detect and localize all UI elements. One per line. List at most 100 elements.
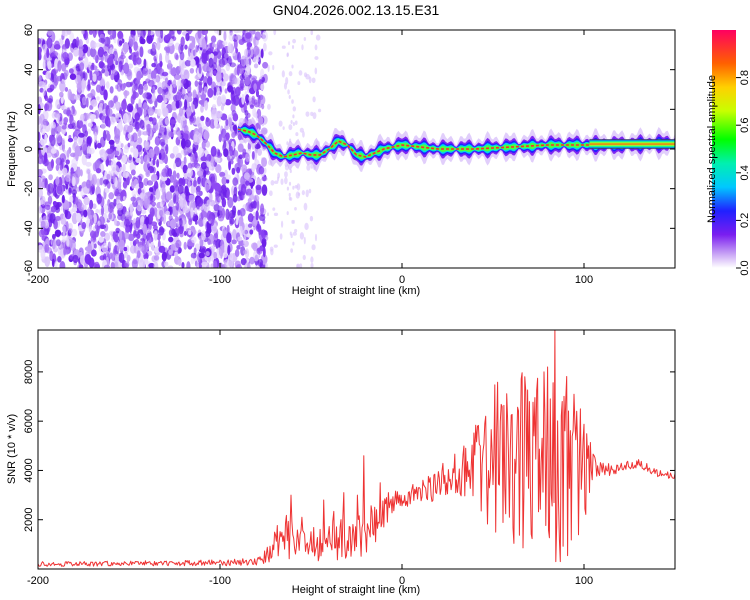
noise-blob — [156, 94, 163, 103]
noise-blob — [130, 196, 137, 202]
noise-blob — [225, 132, 230, 141]
noise-blob — [153, 255, 160, 261]
noise-blob — [187, 56, 192, 61]
noise-blob — [68, 228, 73, 234]
noise-blob — [256, 247, 263, 255]
noise-blob — [157, 87, 163, 95]
noise-blob — [100, 122, 106, 130]
noise-blob — [180, 79, 186, 85]
snr-y-axis-label: SNR (10 * v/v) — [6, 414, 18, 484]
noise-blob — [233, 30, 240, 34]
noise-blob — [240, 258, 247, 266]
noise-blob — [201, 38, 206, 49]
noise-blob — [235, 86, 241, 97]
sparse-blob — [280, 220, 284, 228]
noise-blob — [251, 187, 255, 195]
noise-blob — [241, 164, 248, 173]
noise-blob — [153, 246, 160, 254]
noise-blob — [44, 94, 49, 102]
noise-blob — [148, 116, 153, 122]
noise-blob — [106, 133, 111, 142]
colorbar-gradient — [712, 30, 736, 268]
noise-blob — [73, 94, 81, 100]
noise-blob — [132, 132, 138, 143]
noise-blob — [44, 243, 50, 253]
sparse-blob — [303, 236, 306, 245]
speck-blob — [292, 114, 295, 119]
noise-blob — [213, 260, 218, 268]
noise-blob — [200, 104, 204, 113]
noise-blob — [196, 136, 202, 144]
colorbar-tick-label: 0.4 — [739, 165, 750, 180]
noise-blob — [43, 152, 48, 163]
noise-blob — [96, 142, 102, 149]
noise-blob — [88, 226, 92, 233]
noise-blob — [140, 198, 144, 207]
speck-blob — [289, 169, 292, 174]
noise-blob — [165, 46, 171, 53]
noise-blob — [197, 122, 202, 132]
spectrogram-y-axis-label: Frequency (Hz) — [6, 111, 18, 187]
noise-blob — [79, 169, 83, 177]
noise-blob — [235, 219, 239, 226]
noise-blob — [167, 265, 174, 268]
noise-blob — [142, 231, 147, 242]
noise-blob — [62, 225, 66, 235]
noise-blob — [38, 178, 42, 189]
noise-blob — [115, 113, 122, 118]
noise-blob — [103, 89, 108, 101]
noise-blob — [87, 122, 93, 128]
sparse-blob — [291, 99, 294, 104]
y-tick-label: 20 — [23, 103, 35, 115]
noise-blob — [188, 218, 193, 226]
noise-blob — [242, 249, 248, 255]
noise-blob — [252, 242, 258, 251]
noise-blob — [249, 104, 254, 109]
noise-blob — [126, 103, 134, 113]
noise-blob — [81, 221, 87, 230]
noise-blob — [254, 31, 262, 41]
noise-blob — [220, 104, 224, 111]
sparse-blob — [288, 71, 293, 77]
noise-blob — [114, 191, 119, 196]
noise-blob — [61, 157, 65, 170]
x-tick-label: -200 — [27, 575, 49, 587]
noise-blob — [165, 191, 173, 201]
noise-blob — [238, 191, 244, 201]
noise-blob — [245, 153, 251, 163]
noise-blob — [154, 136, 161, 146]
noise-blob — [93, 243, 97, 249]
noise-blob — [203, 203, 210, 212]
noise-blob — [214, 195, 221, 205]
noise-blob — [149, 207, 155, 218]
noise-blob — [66, 238, 70, 247]
noise-blob — [103, 129, 107, 141]
noise-blob — [244, 66, 251, 76]
noise-blob — [63, 247, 67, 256]
noise-blob — [40, 138, 46, 146]
noise-blob — [223, 148, 229, 158]
noise-blob — [123, 246, 128, 252]
noise-blob — [69, 239, 76, 252]
noise-blob — [232, 205, 237, 216]
noise-blob — [208, 52, 215, 60]
sparse-blob — [309, 215, 314, 222]
noise-blob — [57, 60, 62, 72]
noise-blob — [201, 261, 208, 267]
noise-blob — [94, 30, 98, 35]
noise-blob — [69, 195, 74, 203]
noise-blob — [114, 217, 117, 226]
noise-blob — [197, 176, 201, 185]
noise-blob — [60, 218, 66, 225]
noise-blob — [72, 106, 76, 115]
noise-blob — [251, 163, 256, 173]
noise-blob — [207, 75, 213, 86]
noise-blob — [229, 62, 237, 68]
noise-blob — [54, 261, 58, 268]
noise-blob — [56, 113, 60, 122]
noise-blob — [210, 108, 218, 120]
noise-blob — [76, 212, 82, 223]
noise-blob — [245, 58, 249, 67]
noise-blob — [161, 81, 168, 90]
noise-blob — [210, 35, 217, 43]
